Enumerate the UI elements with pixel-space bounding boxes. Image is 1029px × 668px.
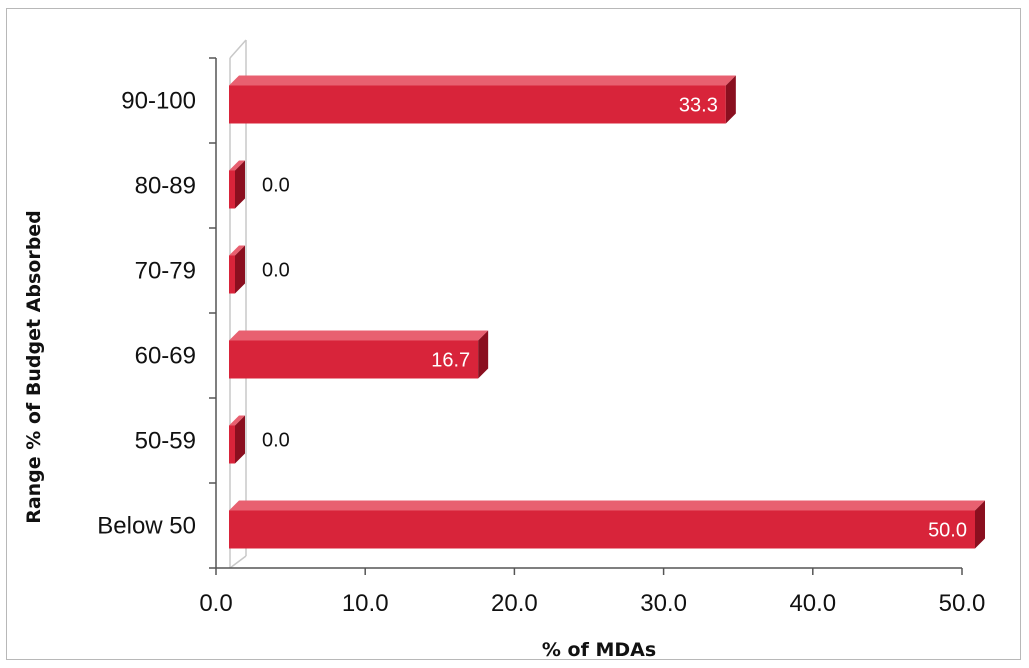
bar-side: [235, 160, 245, 209]
x-tick-label: 50.0: [939, 590, 986, 617]
bar-front: [229, 340, 479, 379]
bar-front: [229, 425, 235, 464]
bar-top: [229, 75, 736, 86]
x-tick-label: 40.0: [789, 590, 836, 617]
bar-top: [229, 245, 245, 256]
bar-side: [235, 415, 245, 464]
bar-value-label: 33.3: [679, 95, 718, 117]
x-tick-label: 20.0: [491, 590, 538, 617]
y-category-label: 60-69: [135, 343, 196, 370]
y-category-label: 80-89: [135, 173, 196, 200]
bar-value-label: 0.0: [262, 260, 290, 282]
y-axis-top-depth: [229, 39, 247, 59]
y-axis-title: Range % of Budget Absorbed: [23, 210, 45, 524]
bar-top: [229, 330, 489, 341]
x-tick-label: 10.0: [342, 590, 389, 617]
x-tick-label: 0.0: [199, 590, 232, 617]
y-category-label: Below 50: [97, 513, 196, 540]
bar-front: [229, 255, 235, 294]
x-axis-title: % of MDAs: [542, 639, 656, 661]
bar-side: [235, 245, 245, 294]
bar-top: [229, 415, 245, 426]
y-category-label: 70-79: [135, 258, 196, 285]
bar-value-label: 16.7: [431, 350, 470, 372]
bar-side: [725, 75, 736, 124]
bar-side: [975, 500, 985, 549]
y-axis-bottom-depth: [229, 555, 247, 569]
bar-value-label: 0.0: [262, 430, 290, 452]
bar-front: [229, 85, 726, 124]
bar-side: [478, 330, 489, 379]
bar-value-label: 0.0: [262, 175, 290, 197]
bar-front: [229, 170, 235, 209]
bar-top: [229, 160, 245, 171]
bar-top: [229, 500, 985, 511]
x-tick-label: 30.0: [640, 590, 687, 617]
bar-front: [229, 510, 975, 549]
bar-value-label: 50.0: [928, 520, 967, 542]
y-category-label: 50-59: [135, 428, 196, 455]
y-category-label: 90-100: [121, 88, 196, 115]
